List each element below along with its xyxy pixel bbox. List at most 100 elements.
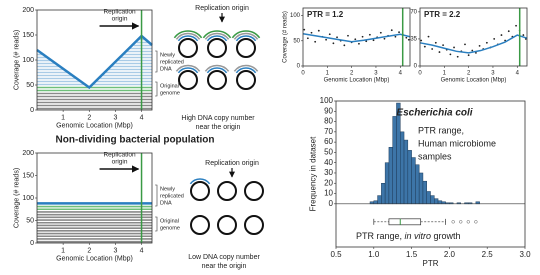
read-point (407, 38, 410, 41)
x-tick-label: 2.5 (482, 250, 494, 259)
chromosome (178, 38, 198, 58)
y-tick-label: 40 (324, 158, 333, 167)
annotation: PTR range, (418, 125, 464, 135)
panel-title: PTR = 2.2 (424, 10, 461, 19)
bar (415, 164, 420, 205)
bar (392, 116, 397, 205)
read-point (471, 49, 474, 52)
x-tick-label: 1 (61, 247, 65, 254)
boxplot-label-part: PTR range, (356, 231, 405, 241)
replication-arc (206, 35, 228, 42)
replication-arc (206, 67, 228, 74)
plot-area (37, 153, 152, 243)
read-point (449, 53, 452, 56)
read-point (500, 34, 503, 36)
x-tick-label: 2 (87, 247, 91, 254)
bar (369, 201, 375, 205)
y-tick-label: 100 (22, 195, 34, 202)
newly-label: Newly (160, 186, 175, 192)
read-point (434, 41, 437, 44)
x-tick-label: 0 (301, 71, 305, 77)
plot-frame (419, 7, 528, 67)
x-tick-label: 2 (350, 71, 354, 77)
brace (155, 50, 158, 73)
fit-line (302, 32, 411, 43)
diagram-title: Replication origin (195, 5, 249, 12)
read-point (478, 44, 481, 47)
replication-arc (231, 30, 261, 39)
x-tick-label: 2 (87, 114, 91, 121)
replication-arc (233, 64, 259, 72)
x-tick-label: 1 (443, 71, 447, 77)
outlier (459, 220, 463, 224)
original-label: Original (160, 218, 179, 224)
read-point (453, 46, 455, 49)
newly-label: DNA (160, 200, 172, 206)
y-tick-label: 0 (414, 64, 418, 70)
y-tick-label: 90 (324, 106, 333, 115)
chromosome (190, 215, 210, 235)
replication-arc (189, 178, 211, 185)
y-tick-label: 0 (30, 240, 34, 247)
bar (437, 200, 443, 205)
y-tick-label: 150 (22, 172, 34, 179)
y-tick-label: 35 (410, 37, 417, 43)
read-point (475, 51, 477, 54)
brace (155, 184, 158, 207)
boxplot-label-part: growth (431, 231, 461, 241)
read-point (507, 30, 510, 33)
read-point (343, 44, 346, 47)
bar (381, 183, 386, 205)
replication-arc (233, 32, 259, 40)
read-point (493, 38, 496, 40)
x-tick-label: 1 (326, 71, 330, 77)
x-tick-label: 4 (140, 247, 144, 254)
boxplot-label-part: in vitro (405, 231, 432, 241)
read-point (467, 54, 470, 57)
read-point (354, 38, 357, 41)
read-point (405, 36, 408, 39)
newly-label: Newly (160, 52, 175, 58)
read-point (336, 36, 338, 39)
boxplot-label: PTR range, in vitro growth (356, 231, 461, 241)
read-point (438, 51, 441, 53)
y-axis-label: Frequency in dataset (309, 136, 318, 211)
read-point (431, 48, 434, 50)
origin-label: Replication (103, 9, 136, 16)
read-point (310, 31, 313, 34)
bar (384, 162, 390, 205)
origin-label: origin (112, 159, 128, 166)
y-tick-label: 20 (324, 178, 333, 187)
chart-title: Escherichia coli (396, 108, 472, 119)
read-point (306, 37, 309, 40)
x-tick-label: 4 (516, 71, 520, 77)
chromosome (207, 70, 227, 90)
bar (434, 198, 439, 205)
diagram-caption: Low DNA copy number (188, 254, 260, 261)
diagram-title: Replication origin (205, 160, 259, 167)
y-tick-label: 70 (410, 9, 417, 15)
annotation: samples (418, 151, 452, 161)
read-point (398, 31, 400, 34)
chromosome (190, 181, 210, 201)
replication-arc (235, 67, 257, 74)
newly-label: replicated (160, 59, 184, 65)
x-tick-label: 2 (467, 71, 471, 77)
bar (422, 180, 427, 205)
bar (400, 131, 405, 205)
brace (155, 216, 158, 232)
chromosome (236, 70, 256, 90)
read-point (515, 24, 517, 27)
read-point (303, 28, 306, 31)
y-tick-label: 10 (324, 189, 333, 198)
chromosome (178, 70, 198, 90)
replication-arc (204, 32, 230, 40)
original-label: genome (160, 90, 180, 96)
read-point (522, 34, 525, 36)
replication-arc (235, 35, 257, 42)
x-tick-label: 2.0 (444, 250, 456, 259)
replication-arc (204, 64, 230, 72)
bar (426, 191, 431, 205)
origin-label: origin (112, 16, 128, 23)
y-axis-label: Coverage (# reads) (13, 168, 20, 228)
